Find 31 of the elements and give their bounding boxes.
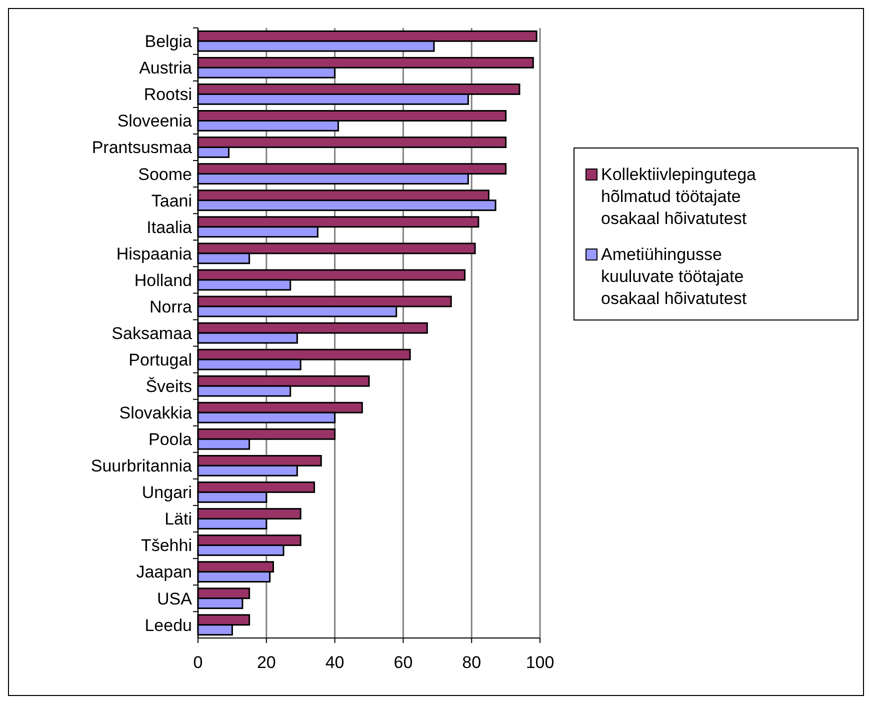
y-tick-label: Sloveenia [117,112,193,131]
y-tick-label: Itaalia [146,218,193,237]
x-tick-label: 100 [526,653,554,672]
y-tick-label: Ungari [142,483,192,502]
y-tick-label: Leedu [144,616,192,635]
y-tick-label: Tšehhi [140,536,192,556]
y-tick-label: Šveits [146,377,192,396]
legend-label: Kollektiivlepingutega hõlmatud töötajate osakaal hõivatutest [601,165,757,228]
y-tick-label: Soome [138,164,192,184]
y-tick-label: Holland [134,270,192,290]
x-tick-label: 40 [325,653,344,672]
x-tick-label: 20 [256,653,276,672]
y-tick-label: Läti [164,510,192,529]
x-tick-label: 0 [193,653,203,672]
y-tick-label: Saksamaa [112,324,193,343]
y-tick-label: Jaapan [136,562,192,582]
y-tick-label: Austria [139,58,193,78]
y-tick-label: Norra [149,297,193,316]
y-tick-label: Suurbritannia [90,456,193,476]
y-tick-label: USA [157,589,193,608]
y-tick-label: Poola [148,430,193,450]
y-tick-label: Belgia [144,32,193,52]
y-tick-label: Taani [151,191,192,210]
y-tick-label: Portugal [128,350,192,370]
x-tick-label: 80 [462,653,482,672]
y-tick-label: Prantsusmaa [92,138,193,158]
y-tick-label: Rootsi [144,85,192,104]
legend-label: Ametiühingusse kuuluvate töötajate osakaal hõivatutest [601,245,747,308]
y-tick-label: Slovakkia [119,404,193,423]
y-tick-label: Hispaania [116,244,193,264]
x-tick-label: 60 [394,653,413,672]
